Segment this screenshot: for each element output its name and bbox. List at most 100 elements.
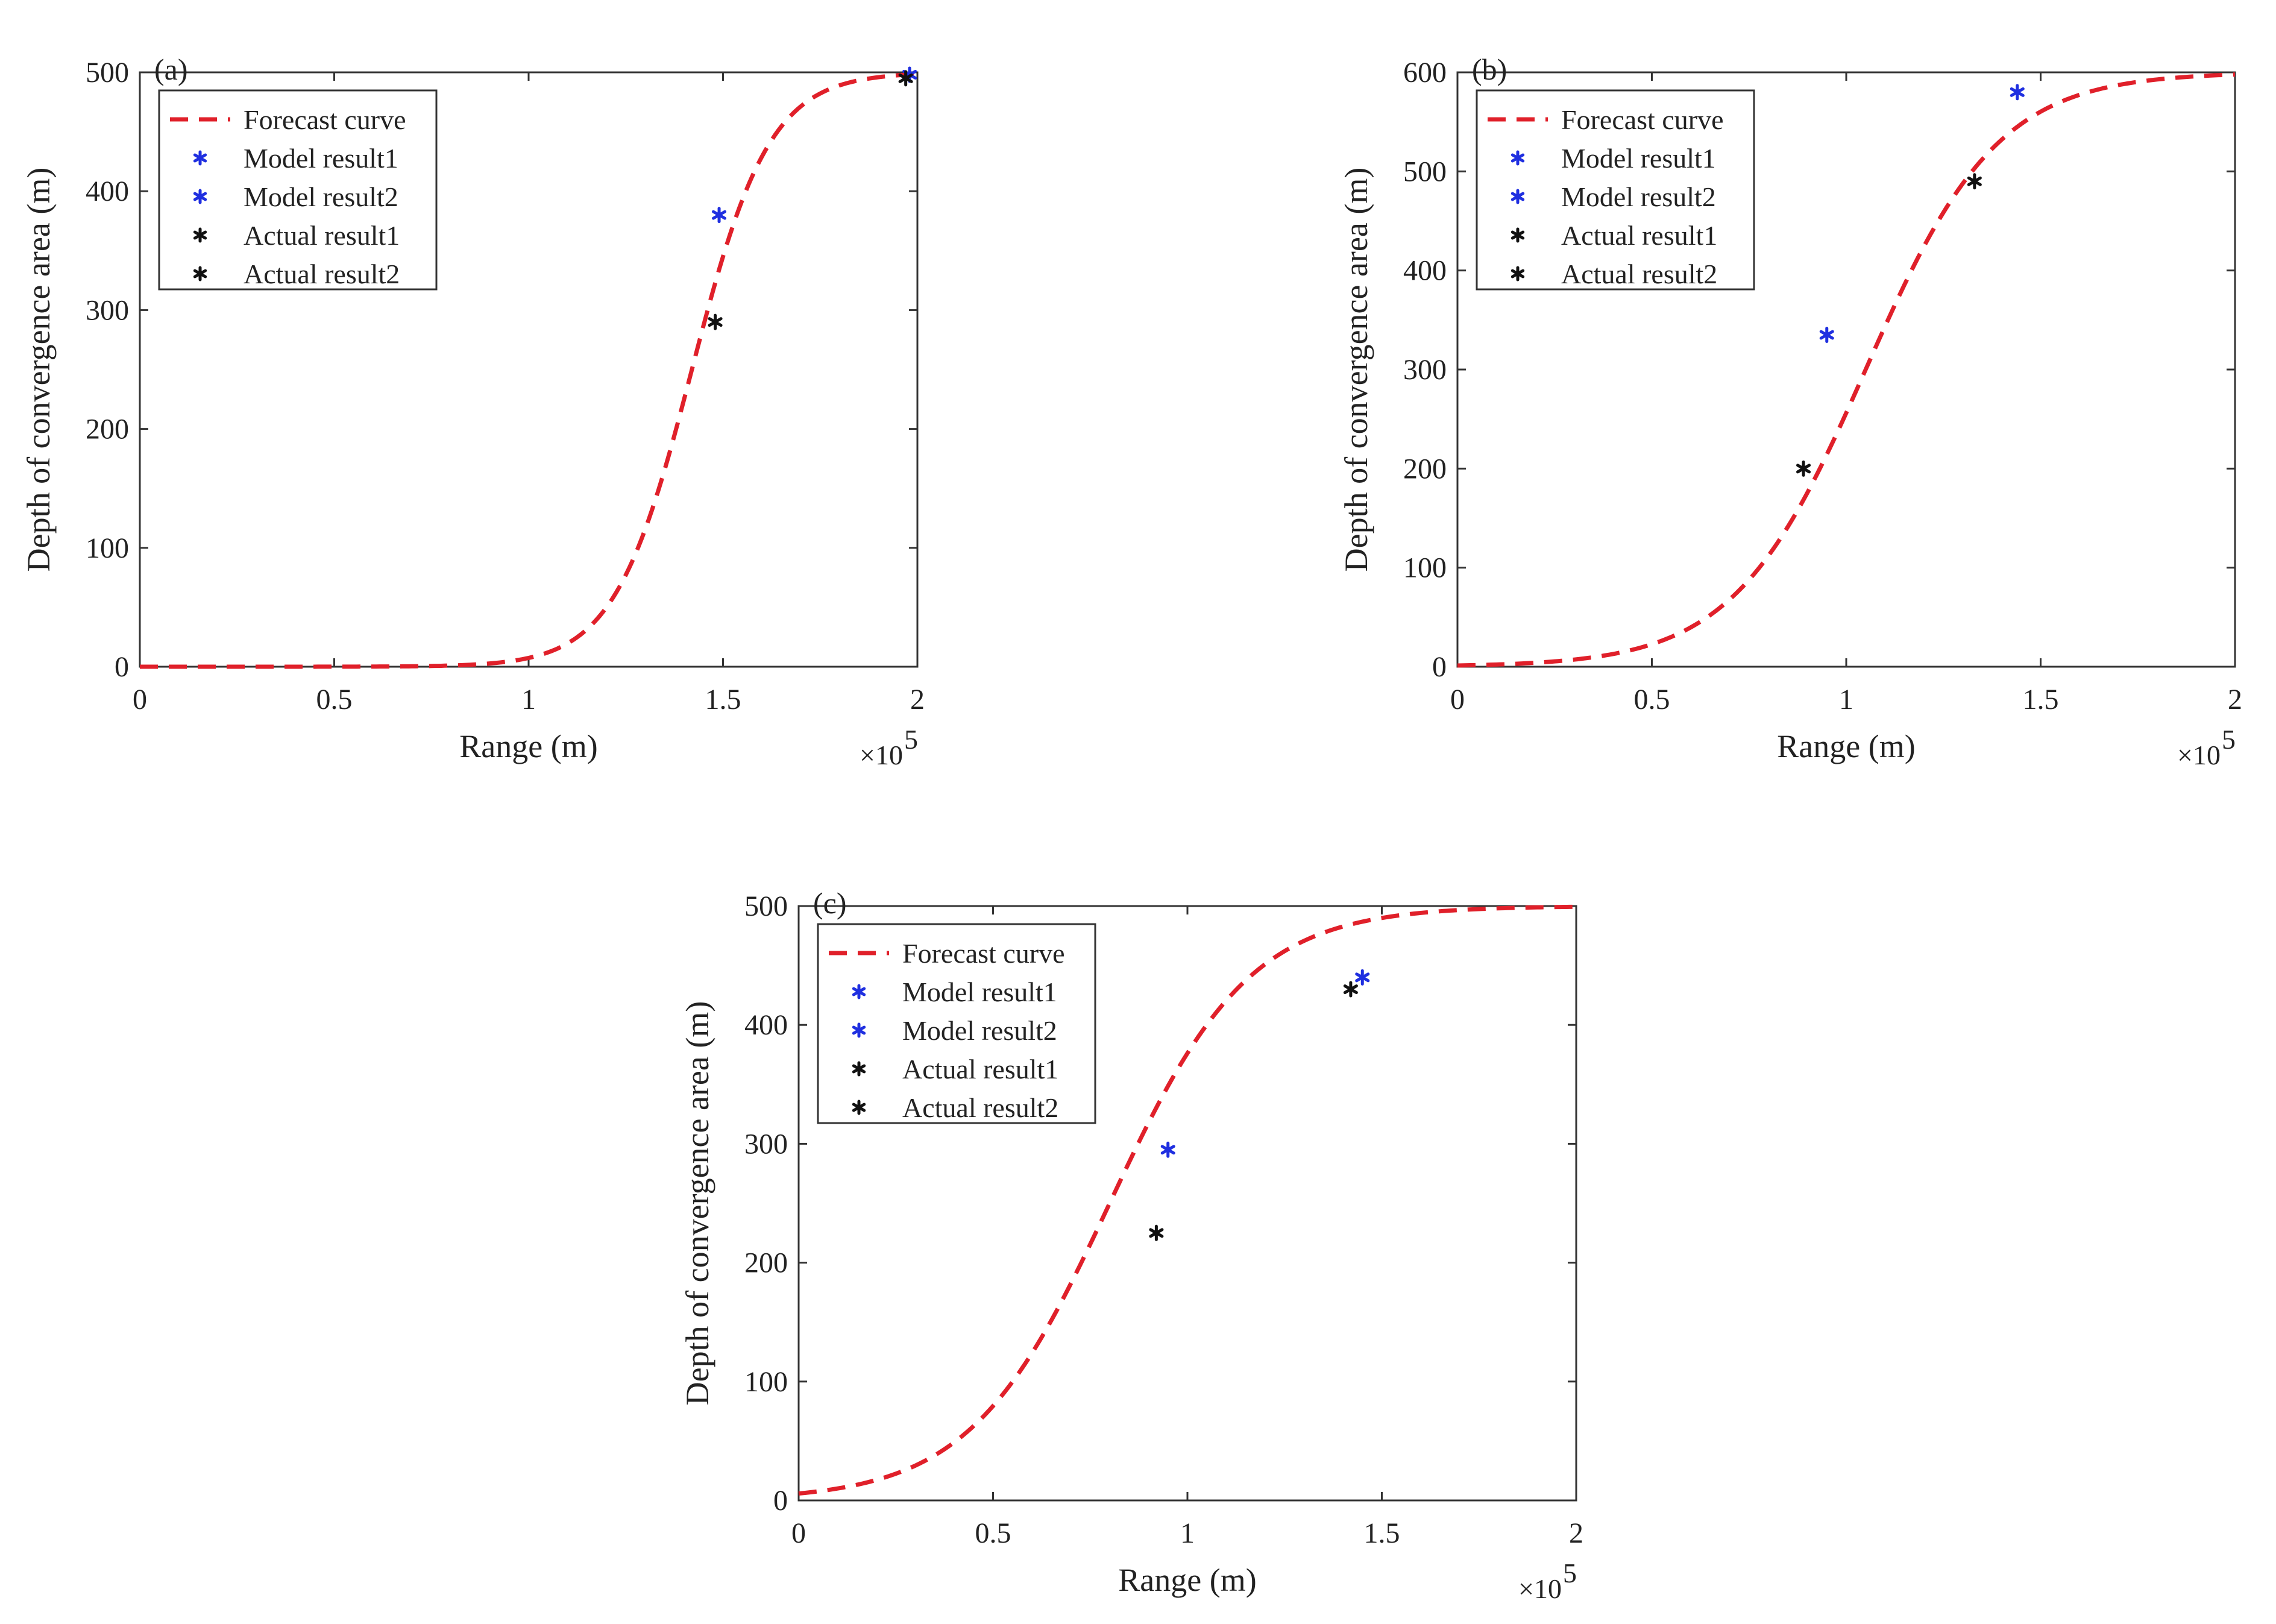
x-tick-label: 2 bbox=[2228, 684, 2242, 716]
y-tick-label: 500 bbox=[744, 890, 788, 922]
y-tick-label: 0 bbox=[115, 651, 129, 683]
legend-marker bbox=[852, 1100, 866, 1115]
panel-label: (b) bbox=[1472, 52, 1507, 86]
x-multiplier: ×10 bbox=[1518, 1573, 1562, 1604]
y-tick-label: 300 bbox=[86, 294, 129, 326]
legend-entry: Model result1 bbox=[902, 977, 1057, 1007]
y-axis-label: Depth of convergence area (m) bbox=[20, 168, 57, 572]
x-tick-label: 1 bbox=[521, 684, 536, 716]
x-tick-label: 0.5 bbox=[975, 1517, 1011, 1549]
legend-entry: Actual result1 bbox=[244, 220, 400, 251]
x-multiplier-exponent: 5 bbox=[904, 724, 918, 755]
y-tick-label: 600 bbox=[1403, 57, 1447, 89]
legend-entry: Model result1 bbox=[1561, 143, 1716, 174]
y-tick-label: 300 bbox=[1403, 354, 1447, 386]
x-axis-label: Range (m) bbox=[459, 728, 597, 764]
y-tick-label: 400 bbox=[744, 1009, 788, 1041]
legend-entry: Forecast curve bbox=[1561, 104, 1724, 135]
legend-marker bbox=[193, 189, 207, 204]
y-tick-label: 400 bbox=[86, 175, 129, 207]
legend-entry: Forecast curve bbox=[902, 938, 1065, 969]
x-tick-label: 1.5 bbox=[705, 684, 741, 716]
x-tick-label: 1.5 bbox=[2023, 684, 2059, 716]
y-tick-label: 100 bbox=[86, 532, 129, 564]
legend-entry: Actual result1 bbox=[902, 1054, 1058, 1084]
x-tick-label: 1.5 bbox=[1364, 1517, 1400, 1549]
legend-entry: Actual result2 bbox=[244, 259, 400, 289]
data-point-actual-result1 bbox=[1149, 1224, 1164, 1241]
y-tick-label: 100 bbox=[1403, 552, 1447, 584]
y-tick-label: 0 bbox=[1432, 651, 1447, 683]
data-point-actual-result1 bbox=[1796, 460, 1811, 477]
legend-marker bbox=[193, 150, 207, 166]
legend-box bbox=[817, 923, 1096, 1124]
y-tick-label: 200 bbox=[744, 1247, 788, 1279]
panel-label: (a) bbox=[154, 52, 188, 86]
data-point-model-result1 bbox=[1819, 326, 1834, 343]
legend-entry: Actual result2 bbox=[902, 1092, 1058, 1123]
data-point-actual-result2 bbox=[1967, 173, 1982, 190]
forecast-curve bbox=[798, 904, 1577, 1496]
y-tick-label: 300 bbox=[744, 1128, 788, 1160]
x-tick-label: 2 bbox=[910, 684, 925, 716]
legend-marker bbox=[193, 266, 207, 282]
x-multiplier-exponent: 5 bbox=[2222, 724, 2236, 755]
legend-entry: Forecast curve bbox=[244, 104, 406, 135]
data-point-actual-result2 bbox=[898, 70, 913, 87]
y-tick-label: 200 bbox=[1403, 453, 1447, 485]
legend-entry: Model result2 bbox=[902, 1015, 1057, 1046]
x-multiplier: ×10 bbox=[860, 740, 903, 770]
x-tick-label: 0 bbox=[133, 684, 147, 716]
legend: Forecast curve Model result1 Model result2… bbox=[158, 89, 438, 291]
x-multiplier: ×10 bbox=[2177, 740, 2221, 770]
data-point-actual-result2 bbox=[1343, 981, 1358, 998]
x-multiplier-exponent: 5 bbox=[1563, 1558, 1577, 1588]
legend-marker bbox=[1511, 150, 1525, 166]
x-tick-label: 0.5 bbox=[316, 684, 353, 716]
y-tick-label: 500 bbox=[86, 57, 129, 89]
forecast-curve bbox=[140, 72, 918, 669]
legend-marker bbox=[193, 227, 207, 243]
panel-label: (c) bbox=[813, 886, 847, 920]
x-tick-label: 2 bbox=[1569, 1517, 1583, 1549]
y-tick-label: 100 bbox=[744, 1366, 788, 1398]
y-tick-label: 200 bbox=[86, 414, 129, 445]
legend-marker bbox=[852, 984, 866, 999]
data-point-model-result1 bbox=[712, 207, 727, 224]
x-tick-label: 0 bbox=[791, 1517, 806, 1549]
chart-panel-c: 0 0.5 1 1.5 2 0 100 200 300 400 500 Range (m) Depth … bbox=[679, 886, 1583, 1604]
x-axis-label: Range (m) bbox=[1118, 1562, 1256, 1598]
x-axis-label: Range (m) bbox=[1777, 728, 1915, 764]
chart-panel-b: 0 0.5 1 1.5 2 0 100 200 300 400 500 600 Range (m) Dep… bbox=[1338, 52, 2242, 770]
legend-entry: Actual result1 bbox=[1561, 220, 1717, 251]
legend: Forecast curve Model result1 Model result2… bbox=[1476, 89, 1755, 291]
y-tick-label: 0 bbox=[773, 1485, 788, 1517]
data-point-actual-result1 bbox=[708, 313, 723, 330]
forecast-curve bbox=[1457, 72, 2236, 668]
y-axis-label: Depth of convergence area (m) bbox=[679, 1001, 715, 1406]
legend-box bbox=[1476, 89, 1755, 291]
x-tick-label: 0 bbox=[1450, 684, 1465, 716]
legend-marker bbox=[852, 1061, 866, 1077]
legend-marker bbox=[1511, 189, 1525, 204]
x-tick-label: 1 bbox=[1180, 1517, 1195, 1549]
chart-panel-a: 0 0.5 1 1.5 2 0 100 200 300 400 500 Range (m) Depth … bbox=[20, 52, 925, 770]
x-tick-label: 1 bbox=[1839, 684, 1853, 716]
y-axis-label: Depth of convergence area (m) bbox=[1338, 168, 1374, 572]
data-point-model-result2 bbox=[2010, 84, 2025, 101]
data-point-model-result2 bbox=[1355, 969, 1370, 986]
legend-marker bbox=[1511, 227, 1525, 243]
data-point-model-result1 bbox=[1160, 1141, 1175, 1158]
legend-marker bbox=[852, 1022, 866, 1038]
x-tick-label: 0.5 bbox=[1634, 684, 1670, 716]
legend-entry: Actual result2 bbox=[1561, 259, 1717, 289]
legend-entry: Model result2 bbox=[1561, 181, 1716, 212]
legend-marker bbox=[1511, 266, 1525, 282]
y-tick-label: 500 bbox=[1403, 156, 1447, 187]
legend-entry: Model result1 bbox=[244, 143, 398, 174]
legend-box bbox=[158, 89, 438, 291]
y-tick-label: 400 bbox=[1403, 255, 1447, 287]
legend: Forecast curve Model result1 Model result2… bbox=[817, 923, 1096, 1124]
legend-entry: Model result2 bbox=[244, 181, 398, 212]
